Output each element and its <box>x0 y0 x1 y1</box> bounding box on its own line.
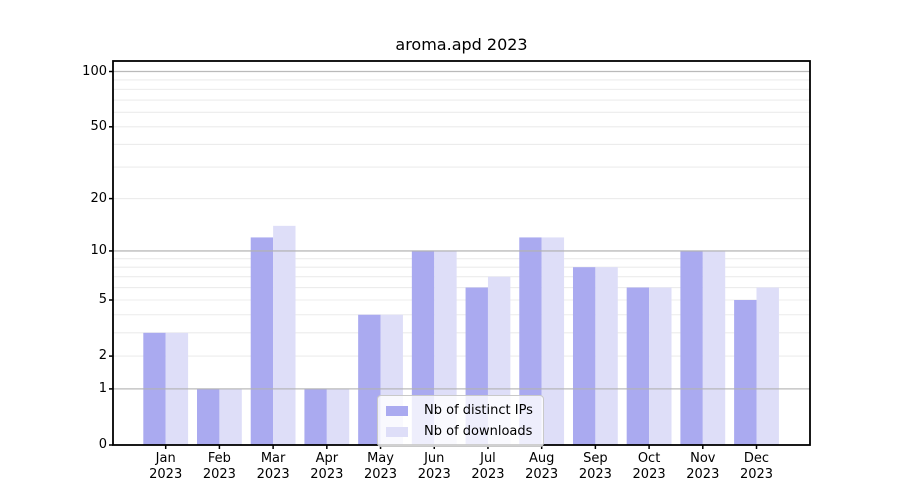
legend-swatch-distinct-ips <box>386 405 408 416</box>
bar <box>273 225 296 445</box>
bar <box>702 250 726 445</box>
bar <box>734 299 757 445</box>
bar <box>541 237 565 445</box>
legend-label-distinct-ips: Nb of distinct IPs <box>424 403 533 418</box>
bar <box>197 388 220 445</box>
legend-label-downloads: Nb of downloads <box>424 424 533 439</box>
bar <box>649 287 672 445</box>
bar <box>680 250 703 445</box>
bar <box>519 237 542 445</box>
bar <box>219 388 242 445</box>
bar <box>304 388 327 445</box>
legend-item-downloads: Nb of downloads <box>386 422 533 441</box>
bar <box>326 388 350 445</box>
chart-title: aroma.apd 2023 <box>395 35 528 54</box>
bar <box>756 287 779 445</box>
bar <box>572 267 596 445</box>
bar <box>358 314 381 445</box>
bar <box>626 287 650 445</box>
bar <box>250 237 274 445</box>
legend-item-distinct-ips: Nb of distinct IPs <box>386 401 533 420</box>
legend-swatch-downloads <box>386 426 408 437</box>
bar <box>595 267 618 445</box>
legend: Nb of distinct IPs Nb of downloads <box>377 395 544 447</box>
